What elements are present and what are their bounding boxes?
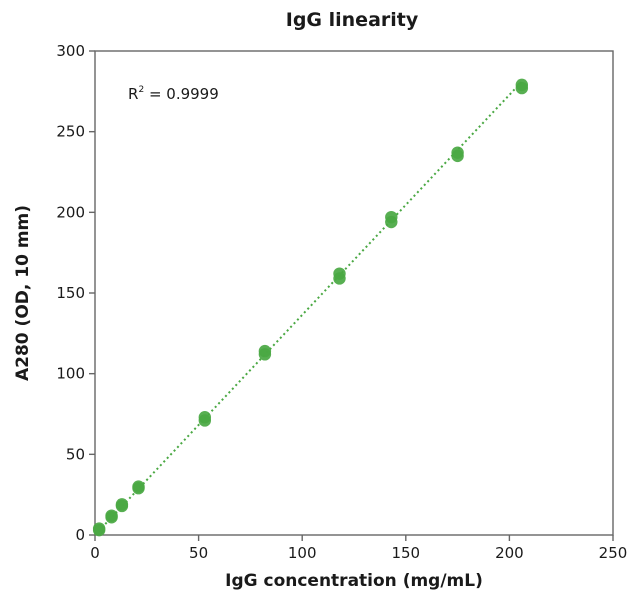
r-squared-base: R — [128, 85, 138, 103]
x-tick-label: 100 — [288, 544, 317, 562]
y-tick-label: 100 — [56, 365, 85, 383]
data-point — [333, 267, 346, 280]
y-axis: 0 50 100 150 200 250 300 — [56, 42, 95, 544]
y-tick-label: 250 — [56, 123, 85, 141]
chart-title: IgG linearity — [286, 9, 419, 31]
r-squared-sup: 2 — [138, 85, 144, 95]
y-axis-label: A280 (OD, 10 mm) — [13, 205, 33, 381]
r-squared-annotation: R2 = 0.9999 — [128, 85, 219, 103]
y-tick-label: 50 — [66, 445, 85, 463]
data-point — [385, 210, 398, 224]
plot-frame — [94, 50, 614, 536]
y-tick-label: 200 — [56, 203, 85, 221]
data-point — [451, 146, 464, 159]
y-tick-label: 150 — [56, 284, 85, 302]
y-tick-label: 300 — [56, 42, 85, 60]
data-point — [515, 78, 529, 92]
data-point — [92, 522, 106, 535]
trendline — [94, 80, 523, 536]
x-tick-label: 200 — [495, 544, 524, 562]
data-point — [198, 411, 212, 424]
r-squared-value: = 0.9999 — [144, 85, 219, 103]
x-axis-label: IgG concentration (mg/mL) — [225, 571, 483, 591]
x-tick-label: 150 — [391, 544, 420, 562]
x-axis: 0 50 100 150 200 250 — [90, 535, 627, 562]
x-tick-label: 250 — [599, 544, 628, 562]
data-point — [258, 344, 272, 358]
x-tick-label: 0 — [90, 544, 100, 562]
data-points — [92, 78, 529, 537]
data-point — [132, 480, 145, 493]
y-tick-label: 0 — [75, 526, 85, 544]
x-tick-label: 50 — [189, 544, 208, 562]
data-point — [105, 509, 118, 522]
data-point — [115, 498, 129, 511]
